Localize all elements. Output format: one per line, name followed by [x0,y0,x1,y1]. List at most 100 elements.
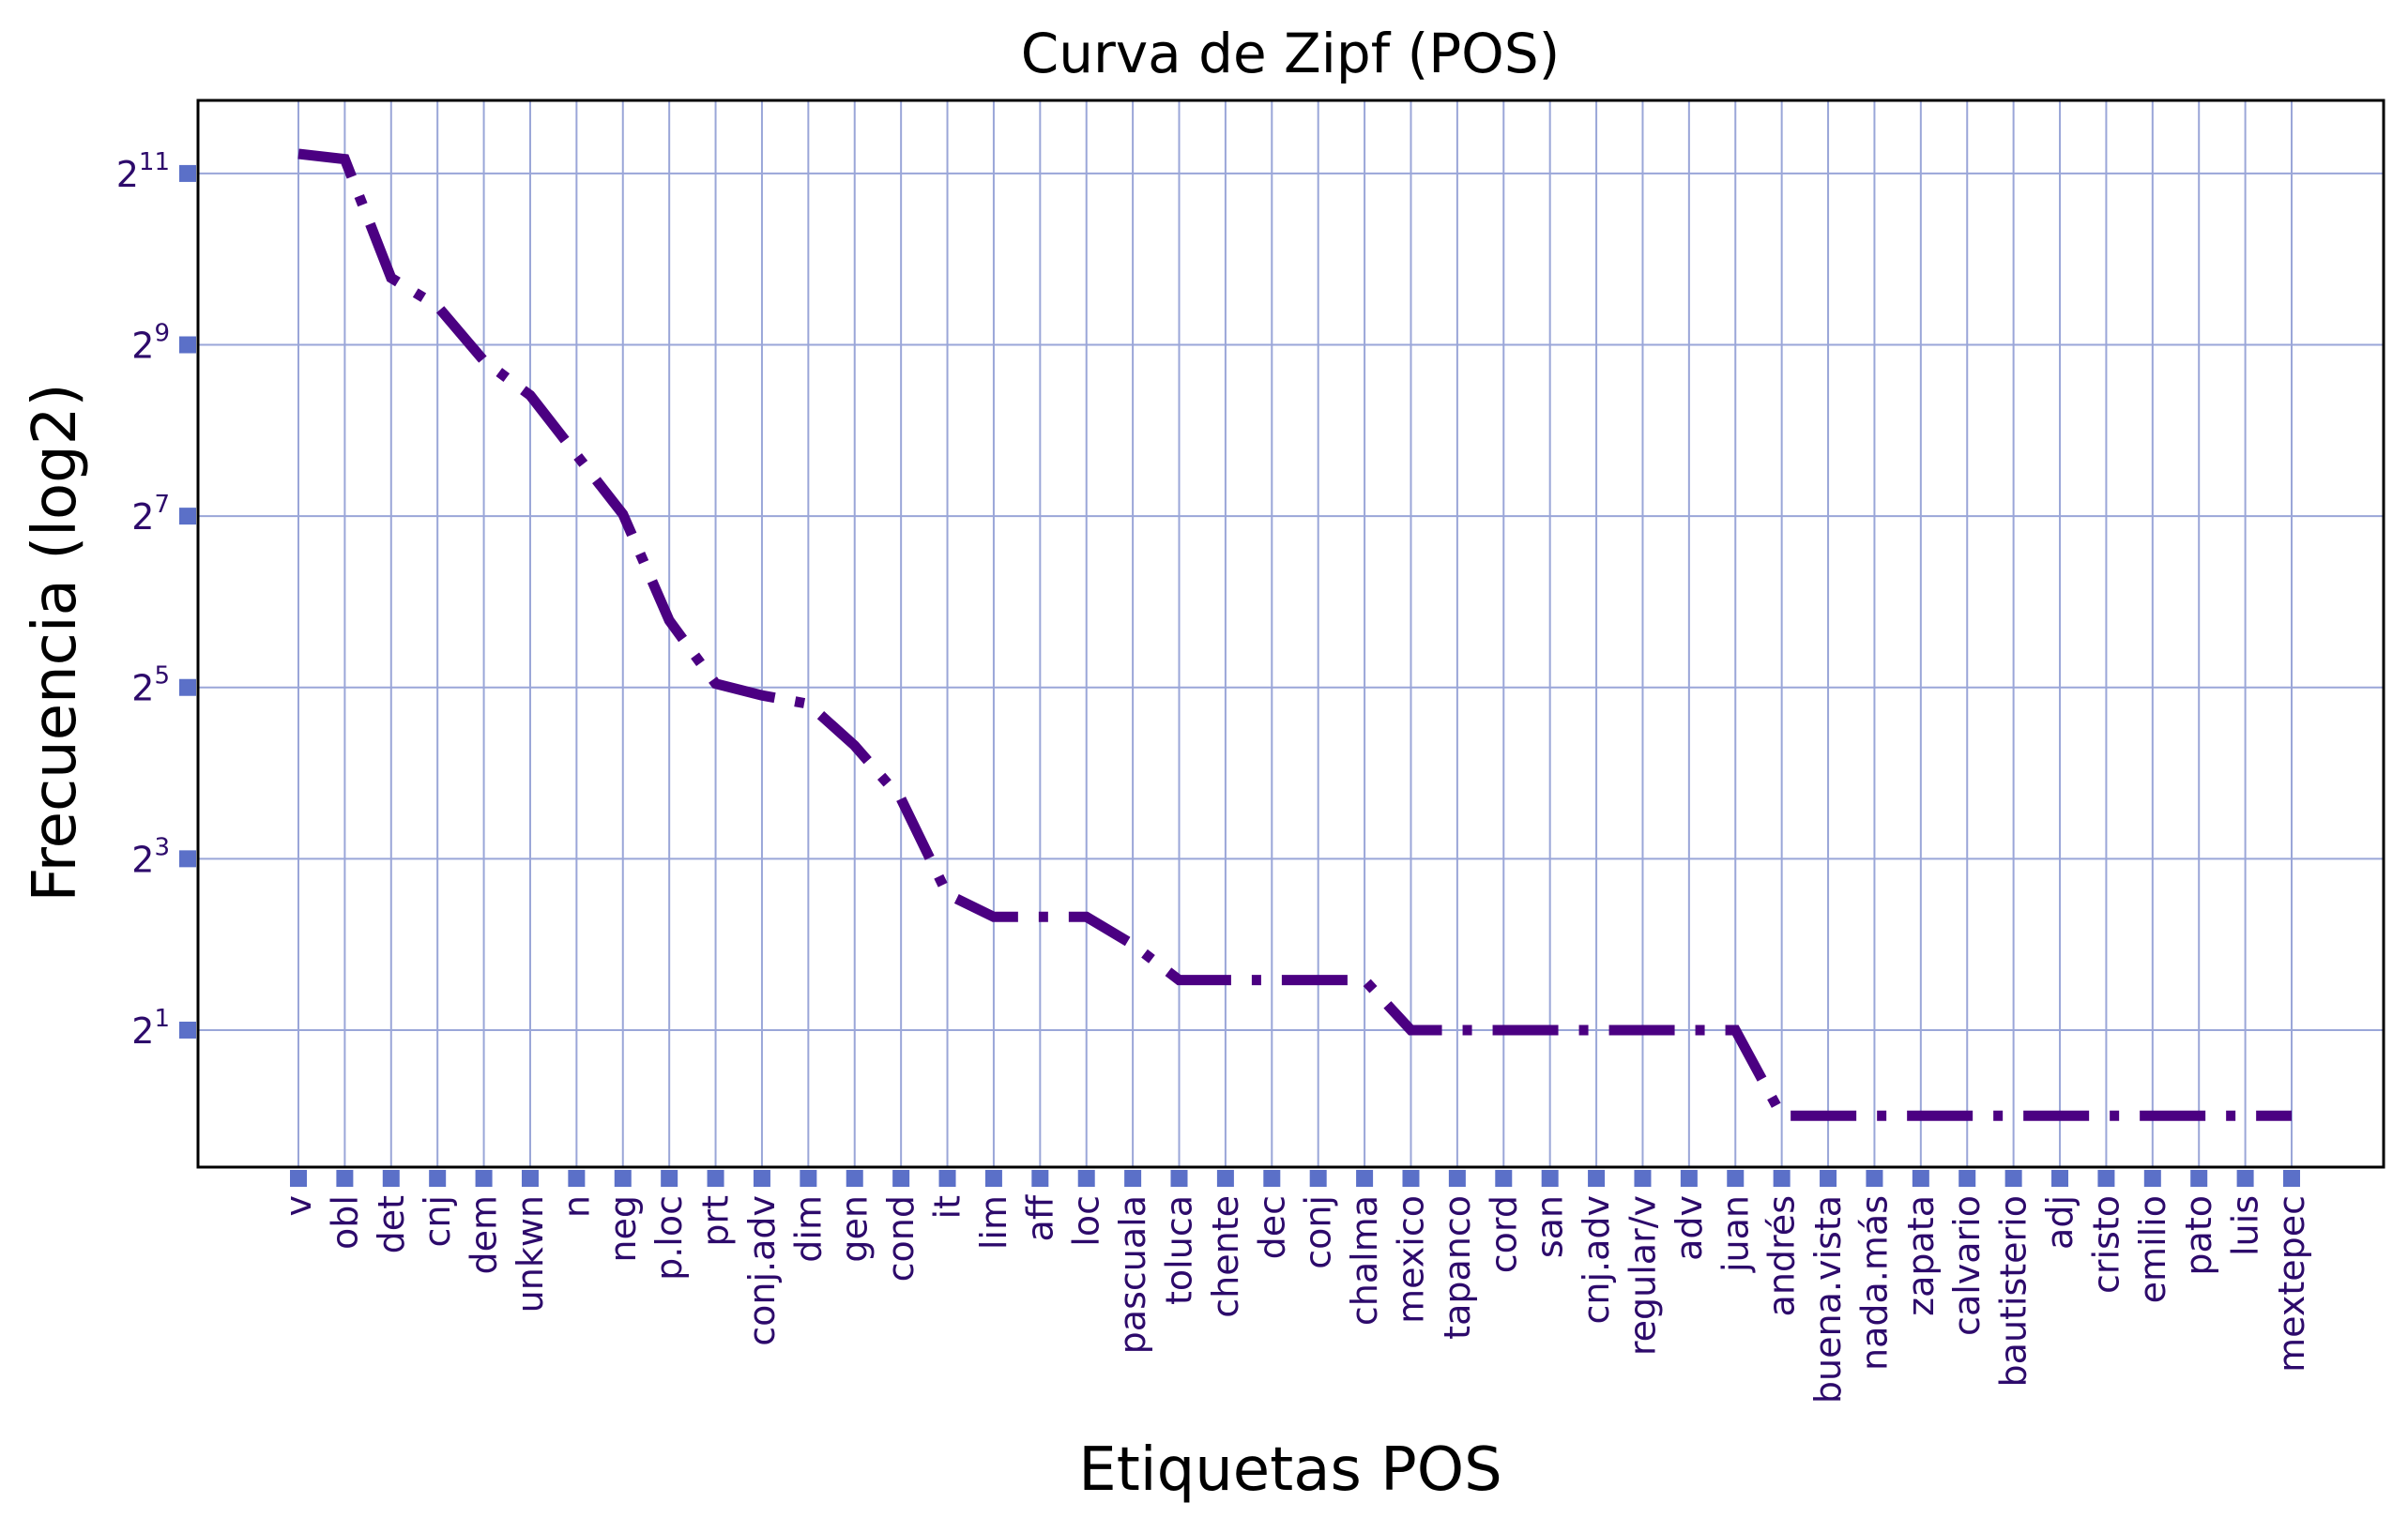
x-tick-marker [521,1170,539,1187]
data-point [1593,1027,1599,1033]
plot-area-frame [196,99,2385,1169]
data-point [434,303,440,309]
x-tick-marker [1077,1170,1095,1187]
data-point [2103,1113,2109,1118]
x-tick-label: andrés [1761,1195,1803,1316]
data-point [527,392,533,398]
x-tick-marker [1402,1170,1420,1187]
x-tick-marker [2143,1170,2161,1187]
y-tick-label: 25 [131,662,170,709]
data-point [713,681,719,687]
x-tick-marker [938,1170,956,1187]
data-point [1269,978,1274,983]
data-point [991,914,997,919]
data-point [1223,978,1228,983]
y-tick-marker [179,678,196,696]
data-point [2289,1113,2294,1118]
x-tick-marker [846,1170,863,1187]
data-point [481,358,487,364]
x-tick-label: pascuala [1112,1195,1153,1354]
x-tick-marker [1958,1170,1976,1187]
x-tick-marker [1309,1170,1327,1187]
x-tick-label: chente [1205,1195,1246,1318]
data-point [2057,1113,2063,1118]
x-tick-label: mexico [1390,1195,1431,1324]
x-tick-label: cristo [2085,1195,2126,1294]
data-point [1130,942,1135,948]
data-point [2243,1113,2248,1118]
x-tick-marker [1820,1170,1837,1187]
data-point [620,511,626,517]
y-tick-label: 27 [131,491,170,538]
data-point [2196,1113,2202,1118]
x-tick-label: calvario [1946,1195,1988,1336]
x-tick-label: cnj.adv [1576,1195,1617,1325]
x-tick-label: chalma [1344,1195,1385,1326]
x-tick-label: zapata [1900,1195,1942,1316]
data-point [1871,1113,1877,1118]
x-tick-marker [1170,1170,1188,1187]
x-tick-marker [1356,1170,1374,1187]
data-point [1732,1027,1738,1033]
y-tick-marker [179,164,196,182]
x-tick-marker [984,1170,1002,1187]
x-tick-marker [1541,1170,1559,1187]
x-tick-label: unkwn [510,1195,551,1313]
data-point [805,701,811,706]
x-tick-marker [1263,1170,1281,1187]
data-point [1686,1027,1692,1033]
x-tick-label: mextepec [2271,1195,2312,1373]
x-tick-label: regular/v [1622,1195,1663,1356]
data-point [2150,1113,2156,1118]
x-tick-label: bautisterio [1993,1195,2035,1387]
x-tick-label: p.loc [648,1195,690,1281]
x-tick-marker [2236,1170,2254,1187]
data-point [1362,978,1367,983]
x-tick-marker [614,1170,632,1187]
x-tick-label: conj.adv [741,1195,783,1346]
x-tick-label: neg [602,1195,644,1263]
y-axis-ticks: 21 23 25 27 29 211 [116,148,196,1052]
chart-title: Curva de Zipf (POS) [1021,22,1561,85]
data-point [666,617,672,623]
x-tick-label: n [556,1195,597,1218]
x-tick-marker [475,1170,493,1187]
x-tick-marker [1495,1170,1513,1187]
data-point [296,151,301,157]
x-tick-label: buena.vista [1807,1195,1849,1404]
x-tick-marker [1727,1170,1745,1187]
x-tick-marker [1031,1170,1049,1187]
x-tick-label: gen [834,1195,876,1263]
x-tick-marker [2051,1170,2069,1187]
y-tick-label: 211 [116,148,170,195]
data-point [1825,1113,1831,1118]
x-tick-label: dec [1251,1195,1292,1259]
x-tick-label: dem [464,1195,505,1275]
x-tick-marker [336,1170,354,1187]
data-point [1316,978,1321,983]
x-tick-marker [1216,1170,1234,1187]
data-point [1918,1113,1924,1118]
x-tick-label: emilio [2132,1195,2173,1303]
x-tick-label: prt [695,1195,737,1247]
y-tick-marker [179,1021,196,1039]
x-axis-label: Etiquetas POS [1078,1435,1501,1505]
x-tick-label: luis [2225,1195,2266,1256]
x-tick-label: obl [324,1195,365,1250]
data-point [852,743,858,749]
y-tick-label: 29 [131,320,170,367]
x-tick-marker [707,1170,724,1187]
x-tick-marker [2283,1170,2300,1187]
grid [198,100,2384,1167]
data-point [1779,1113,1785,1118]
x-tick-marker [1912,1170,1929,1187]
y-tick-marker [179,508,196,525]
y-tick-marker [179,336,196,354]
x-tick-marker [429,1170,447,1187]
x-tick-label: pato [2178,1195,2219,1276]
data-point [1037,914,1043,919]
data-point [1177,978,1182,983]
data-point [1408,1027,1413,1033]
x-tick-label: v [278,1195,319,1217]
